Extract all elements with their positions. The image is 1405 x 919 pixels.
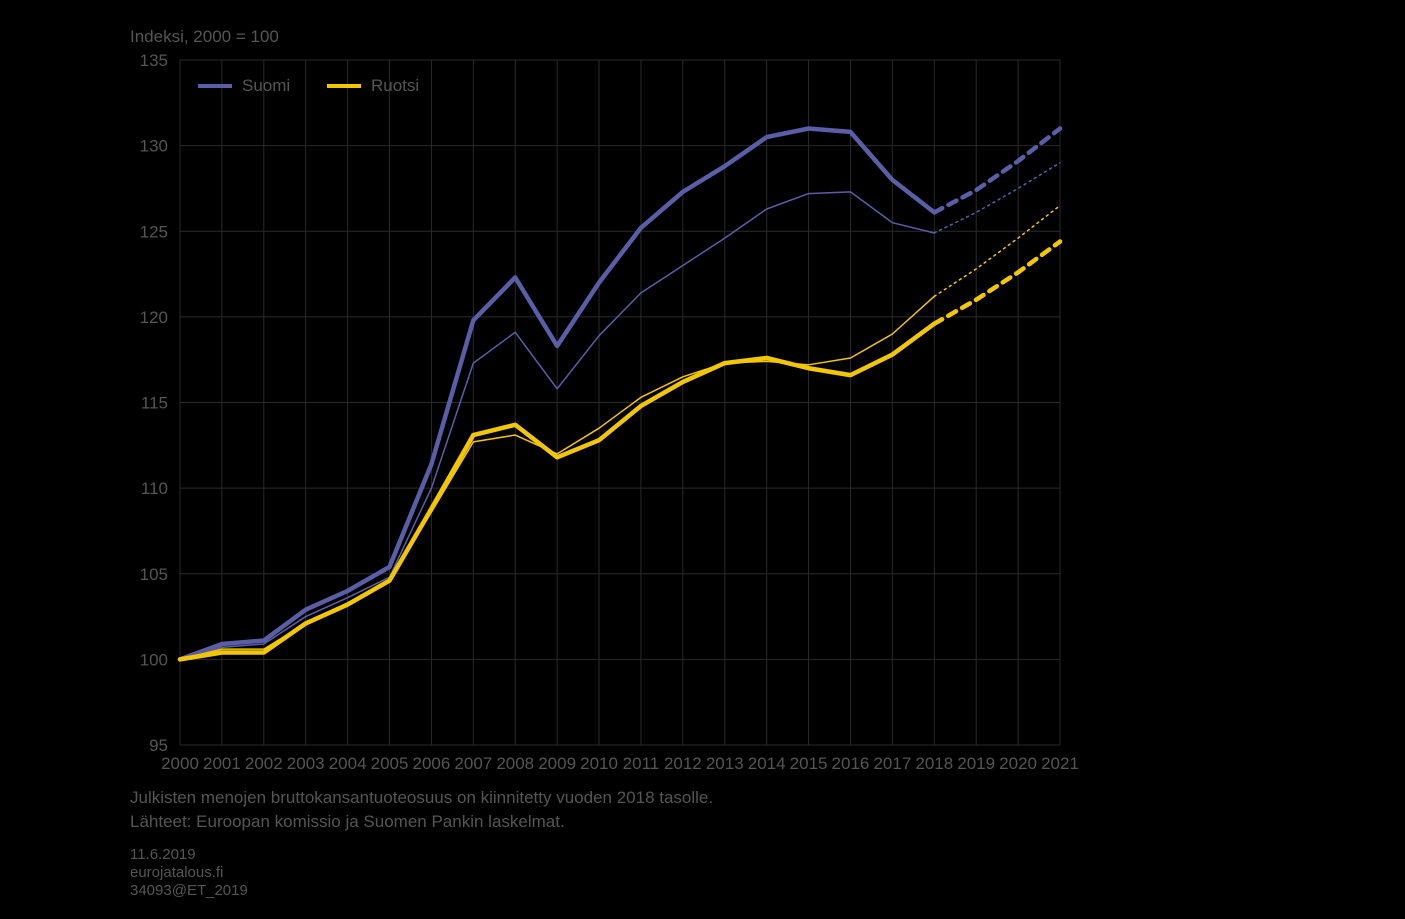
x-tick-label: 2013 <box>706 754 744 773</box>
x-tick-label: 2012 <box>664 754 702 773</box>
y-tick-label: 130 <box>140 137 168 156</box>
x-tick-label: 2016 <box>832 754 870 773</box>
x-tick-label: 2005 <box>371 754 409 773</box>
x-tick-label: 2000 <box>161 754 199 773</box>
series-line <box>934 206 1060 297</box>
y-tick-label: 120 <box>140 308 168 327</box>
y-tick-label: 135 <box>140 51 168 70</box>
x-tick-label: 2001 <box>203 754 241 773</box>
y-tick-label: 95 <box>149 736 168 755</box>
x-tick-label: 2002 <box>245 754 283 773</box>
series-line <box>934 163 1060 233</box>
chart-title: Indeksi, 2000 = 100 <box>130 27 279 46</box>
chart-container: 9510010511011512012513013520002001200220… <box>0 0 1405 919</box>
line-chart: 9510010511011512012513013520002001200220… <box>0 0 1405 919</box>
x-tick-label: 2018 <box>915 754 953 773</box>
legend-swatch <box>198 84 232 88</box>
y-tick-label: 110 <box>141 479 168 498</box>
footer-line: Julkisten menojen bruttokansantuoteosuus… <box>130 788 713 807</box>
series-line <box>934 129 1060 213</box>
x-tick-label: 2014 <box>748 754 786 773</box>
y-tick-label: 100 <box>140 650 168 669</box>
x-tick-label: 2021 <box>1041 754 1079 773</box>
x-tick-label: 2017 <box>873 754 911 773</box>
x-tick-label: 2011 <box>623 754 660 773</box>
x-tick-label: 2009 <box>538 754 576 773</box>
legend-swatch <box>327 84 361 88</box>
footer-meta: 11.6.2019 <box>130 846 196 863</box>
footer-meta: eurojatalous.fi <box>130 864 223 881</box>
footer-meta: 34093@ET_2019 <box>130 882 248 899</box>
x-tick-label: 2008 <box>496 754 534 773</box>
x-tick-label: 2015 <box>790 754 828 773</box>
legend-label: Ruotsi <box>371 76 419 95</box>
y-tick-label: 115 <box>141 394 168 413</box>
y-tick-label: 105 <box>140 565 168 584</box>
x-tick-label: 2019 <box>957 754 995 773</box>
legend-label: Suomi <box>242 76 290 95</box>
x-tick-label: 2003 <box>287 754 325 773</box>
x-tick-label: 2007 <box>454 754 492 773</box>
y-tick-label: 125 <box>140 222 168 241</box>
series-line <box>934 242 1060 324</box>
x-tick-label: 2006 <box>413 754 451 773</box>
footer-line: Lähteet: Euroopan komissio ja Suomen Pan… <box>130 812 565 831</box>
x-tick-label: 2020 <box>999 754 1037 773</box>
x-tick-label: 2004 <box>329 754 367 773</box>
x-tick-label: 2010 <box>580 754 618 773</box>
